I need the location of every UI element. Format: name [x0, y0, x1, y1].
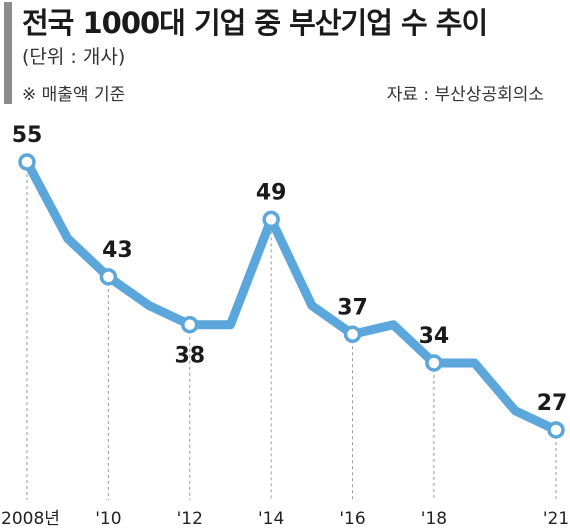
x-tick-label-2008: 2008년	[1, 509, 60, 529]
data-label-2018: 34	[419, 324, 450, 349]
series-line	[22, 157, 561, 435]
data-markers	[18, 153, 565, 439]
x-tick-label-2010: '10	[95, 509, 121, 529]
data-labels: 55 43 38 49 37 34 27	[12, 123, 568, 416]
data-label-2008: 55	[12, 123, 43, 148]
data-label-2021: 27	[537, 391, 568, 416]
data-label-2012: 38	[174, 344, 205, 369]
x-tick-label-2014: '14	[258, 509, 284, 529]
data-label-2010: 43	[102, 238, 133, 263]
marker-2014	[262, 210, 280, 229]
marker-2008	[18, 153, 36, 171]
basis-note: ※ 매출액 기준	[22, 85, 126, 105]
x-tick-label-2018: '18	[421, 509, 447, 529]
unit-label: (단위 : 개사)	[22, 46, 126, 68]
marker-2018	[425, 354, 443, 372]
chart-title: 전국 1000대 기업 중 부산기업 수 추이	[22, 6, 488, 40]
guide-lines	[26, 162, 557, 500]
data-label-2016: 37	[337, 295, 368, 320]
x-tick-labels: 2008년 '10 '12 '14 '16 '18 '21	[1, 509, 569, 529]
marker-2012	[181, 315, 199, 334]
marker-2016	[343, 325, 362, 344]
source-label: 자료 : 부산상공회의소	[386, 85, 544, 105]
title-accent-bar	[4, 2, 12, 104]
x-tick-label-2021: '21	[543, 509, 569, 529]
x-tick-label-2012: '12	[177, 509, 203, 529]
marker-2010	[99, 268, 118, 286]
marker-2021	[547, 421, 565, 439]
data-label-2014: 49	[256, 180, 287, 205]
x-tick-label-2016: '16	[339, 509, 365, 529]
